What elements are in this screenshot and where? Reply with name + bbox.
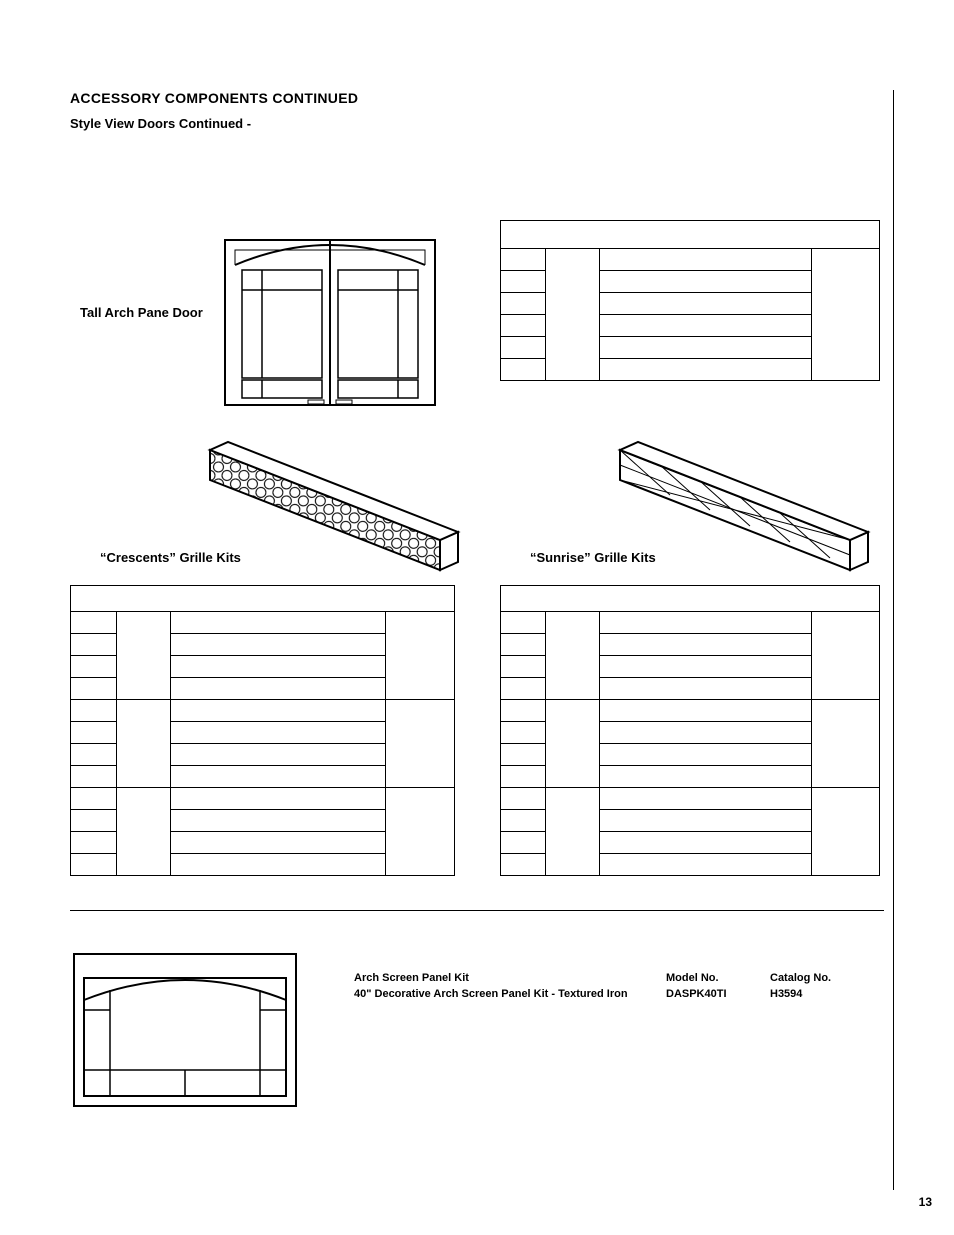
arch-screen-text: Arch Screen Panel Kit Model No. Catalog … [350,970,870,1002]
table-row: Arch Screen Panel Kit Model No. Catalog … [350,970,870,986]
page-subheading: Style View Doors Continued - [70,116,894,131]
arch-screen-illustration [70,950,300,1110]
crescents-label: “Crescents” Grille Kits [100,550,241,565]
table-row [501,249,880,271]
tall-arch-table-wrap [500,220,880,381]
sunrise-table [500,585,880,876]
sunrise-table-wrap [500,585,880,876]
crescents-table [70,585,455,876]
table-row [501,788,880,810]
sunrise-label: “Sunrise” Grille Kits [530,550,656,565]
page-content: ACCESSORY COMPONENTS CONTINUED Style Vie… [70,90,894,1195]
tall-arch-label: Tall Arch Pane Door [80,305,203,320]
table-row [71,586,455,612]
divider-wrap [70,910,884,911]
catalog-header: Catalog No. [766,970,870,986]
arch-screen-title: Arch Screen Panel Kit [350,970,662,986]
crescents-table-wrap [70,585,455,876]
table-row [501,700,880,722]
table-row: 40" Decorative Arch Screen Panel Kit - T… [350,986,870,1002]
table-row [71,700,455,722]
tall-arch-table [500,220,880,381]
table-row [501,586,880,612]
table-row [71,788,455,810]
page-heading: ACCESSORY COMPONENTS CONTINUED [70,90,894,106]
page-number: 13 [919,1195,932,1209]
arch-screen-catalog: H3594 [766,986,870,1002]
table-row [501,612,880,634]
model-header: Model No. [662,970,766,986]
page: ACCESSORY COMPONENTS CONTINUED Style Vie… [0,0,954,1235]
row-tall-arch: Tall Arch Pane Door [70,220,884,420]
section-divider [70,910,884,911]
row-arch-screen: Arch Screen Panel Kit Model No. Catalog … [70,950,884,1120]
table-row [501,221,880,249]
arch-screen-table: Arch Screen Panel Kit Model No. Catalog … [350,970,870,1002]
row-grilles: “Crescents” Grille Kits “Sunrise” [70,440,884,580]
arch-screen-model: DASPK40TI [662,986,766,1002]
tall-arch-door-illustration [220,220,440,410]
table-row [71,612,455,634]
arch-screen-desc: 40" Decorative Arch Screen Panel Kit - T… [350,986,662,1002]
